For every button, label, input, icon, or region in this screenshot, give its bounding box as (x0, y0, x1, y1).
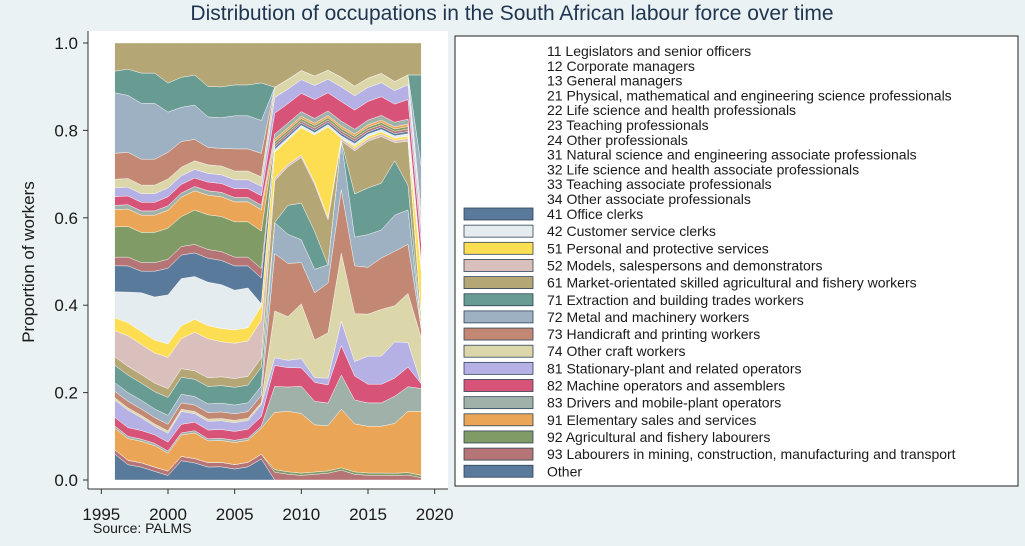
legend-label: 32 Life science and health associate pro… (547, 161, 859, 177)
y-tick-label: 0.2 (54, 384, 78, 403)
x-tick-label: 2010 (282, 505, 320, 524)
legend-label: 42 Customer service clerks (547, 223, 716, 239)
legend-label: 74 Other craft workers (547, 343, 686, 359)
legend-swatch (463, 379, 534, 392)
legend-label: 24 Other professionals (547, 132, 688, 148)
legend-label: 33 Teaching associate professionals (547, 176, 772, 192)
y-tick-label: 0.4 (54, 296, 78, 315)
y-tick-label: 0.6 (54, 209, 78, 228)
legend-label: 41 Office clerks (547, 206, 643, 222)
source-note: Source: PALMS (93, 520, 192, 536)
legend-label: 21 Physical, mathematical and engineerin… (547, 87, 952, 103)
legend-label: 82 Machine operators and assemblers (547, 378, 785, 394)
x-tick-label: 1995 (82, 505, 120, 524)
chart-title: Distribution of occupations in the South… (190, 2, 833, 25)
legend-label: 93 Labourers in mining, construction, ma… (547, 446, 956, 462)
legend-label: 23 Teaching professionals (547, 117, 709, 133)
x-axis: 1995 2000 2005 2010 2015 2020 (82, 488, 454, 524)
legend-swatch (463, 396, 534, 410)
legend-swatch (463, 447, 534, 461)
legend-swatch (463, 293, 534, 307)
legend-swatch (463, 224, 534, 238)
legend-swatch (463, 259, 534, 272)
legend-label: 61 Market-orientated skilled agricultura… (547, 275, 917, 291)
x-tick-label: 2005 (216, 505, 254, 524)
y-tick-label: 0.0 (54, 471, 78, 490)
legend-swatch (463, 344, 534, 358)
legend-label: 31 Natural science and engineering assoc… (547, 147, 917, 163)
y-axis-label: Proportion of workers (19, 181, 38, 343)
legend-swatch (463, 276, 534, 290)
legend-label: 52 Models, salespersons and demonstrator… (547, 257, 822, 273)
legend-label: 71 Extraction and building trades worker… (547, 292, 804, 308)
legend-label: 34 Other associate professionals (547, 191, 751, 207)
x-tick-label: 2015 (349, 505, 387, 524)
legend-swatch (463, 430, 534, 444)
legend-label: 81 Stationary-plant and related operator… (547, 360, 802, 376)
legend-label: 92 Agricultural and fishery labourers (547, 429, 770, 445)
area-series-26 (114, 42, 422, 88)
y-tick-label: 1.0 (54, 34, 78, 53)
legend-label: 11 Legislators and senior officers (547, 43, 751, 59)
legend-swatch (463, 327, 534, 341)
stacked-areas (114, 42, 422, 481)
y-axis: 0.0 0.2 0.4 0.6 0.8 1.0 (54, 31, 89, 490)
legend-label: 91 Elementary sales and services (547, 412, 756, 428)
legend-swatch (463, 310, 534, 324)
legend-label: 12 Corporate managers (547, 58, 695, 74)
legend-swatch (463, 361, 534, 375)
legend-label: 13 General managers (547, 73, 682, 89)
legend-label: 22 Life science and health professionals (547, 102, 796, 118)
legend-label: 51 Personal and protective services (547, 240, 769, 256)
y-tick-label: 0.8 (54, 121, 78, 140)
legend-label: 73 Handicraft and printing workers (547, 326, 760, 342)
legend-label: 83 Drivers and mobile-plant operators (547, 395, 781, 411)
legend-swatch (463, 207, 534, 221)
legend-label: Other (547, 463, 582, 479)
x-tick-label: 2020 (416, 505, 454, 524)
legend-swatch (463, 413, 534, 427)
legend-box (454, 35, 1019, 487)
legend-swatch (463, 464, 534, 478)
legend-swatch (463, 241, 534, 255)
x-tick-label: 2000 (149, 505, 187, 524)
legend-label: 72 Metal and machinery workers (547, 309, 749, 325)
